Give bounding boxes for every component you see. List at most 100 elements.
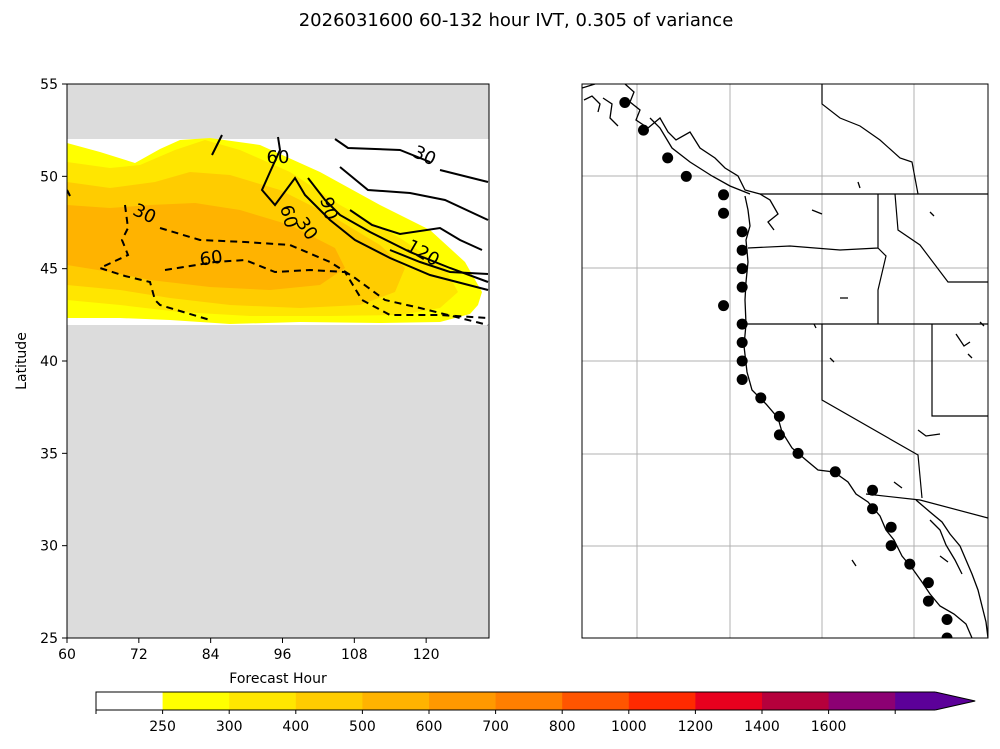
- positive-contours: [211, 134, 489, 291]
- colorbar-arrow-frame: [935, 691, 976, 711]
- x-tick-label: 72: [130, 647, 148, 663]
- station-point: [792, 447, 804, 459]
- station-point: [922, 595, 934, 607]
- contour-30: [334, 138, 489, 251]
- colorbar-segment: [162, 692, 230, 710]
- station-points: [619, 96, 953, 638]
- colorbar-tick-label: 400: [282, 719, 309, 735]
- colorbar: 250 300 400 500 600 700 800 1000 1200 1400 1600: [95, 691, 976, 735]
- contour-60: [211, 134, 489, 291]
- nv-az-border: [931, 324, 988, 417]
- idaho-border: [894, 193, 988, 283]
- y-tick-label: 25: [40, 631, 58, 647]
- baja-gulf: [915, 429, 988, 638]
- contour-neg30: [97, 204, 489, 326]
- y-axis-ticks: 25 30 35 40 45 50 55: [40, 77, 67, 647]
- colorbar-segment: [429, 692, 497, 710]
- colorbar-segment: [695, 692, 763, 710]
- negative-contours: [97, 204, 489, 326]
- station-point: [736, 263, 748, 275]
- colorbar-tick-label: 300: [216, 719, 243, 735]
- station-point: [736, 355, 748, 367]
- x-tick-label: 120: [413, 647, 440, 663]
- y-tick-label: 50: [40, 169, 58, 185]
- map-gridlines: [582, 84, 988, 638]
- station-point: [736, 244, 748, 256]
- y-tick-label: 45: [40, 262, 58, 278]
- station-point: [736, 226, 748, 238]
- colorbar-tick-label: 1400: [744, 719, 780, 735]
- contour-label-60-top: 60: [267, 147, 290, 168]
- colorbar-segment: [828, 692, 896, 710]
- us-mexico-border: [865, 493, 988, 519]
- alberta-bc-border: [821, 84, 919, 195]
- bc-coast: [582, 84, 779, 231]
- colorbar-tick-label: 1200: [678, 719, 714, 735]
- colorbar-tick-label: 250: [149, 719, 176, 735]
- ivt-band-500: [67, 203, 345, 290]
- colorbar-segment: [362, 692, 430, 710]
- contour-neg60: [164, 258, 489, 319]
- y-tick-label: 40: [40, 354, 58, 370]
- station-point: [718, 207, 730, 219]
- station-point: [637, 124, 649, 136]
- station-point: [736, 373, 748, 385]
- station-point: [736, 337, 748, 349]
- wa-or-border: [747, 194, 887, 324]
- station-point: [867, 503, 879, 515]
- station-point: [867, 484, 879, 496]
- colorbar-segment: [562, 692, 630, 710]
- y-axis-label: Latitude: [14, 332, 30, 390]
- colorbar-tick-label: 1600: [811, 719, 847, 735]
- station-point: [922, 577, 934, 589]
- station-point: [941, 632, 953, 638]
- ca-nv-border: [821, 324, 923, 499]
- station-point: [736, 281, 748, 293]
- station-point: [773, 429, 785, 441]
- station-point: [885, 521, 897, 533]
- left-panel: 60 30 60 90 30 120 30 60 60 72 84 96 108 120 …: [14, 77, 490, 687]
- colorbar-tick-label: 1000: [611, 719, 647, 735]
- colorbar-tick-label: 700: [482, 719, 509, 735]
- colorbar-tick-label: 800: [549, 719, 576, 735]
- contour-label-neg60: 60: [198, 247, 224, 271]
- y-tick-label: 35: [40, 446, 58, 462]
- filled-contours: 60 30 60 90 30 120 30 60: [67, 134, 489, 326]
- colorbar-tick-label: 600: [416, 719, 443, 735]
- x-axis-label: Forecast Hour: [229, 671, 327, 687]
- y-tick-label: 55: [40, 77, 58, 93]
- map-frame: [581, 83, 989, 639]
- station-point: [662, 152, 674, 164]
- colorbar-segment: [495, 692, 563, 710]
- colorbar-segment: [762, 692, 830, 710]
- x-tick-label: 108: [341, 647, 368, 663]
- x-axis-ticks: 60 72 84 96 108 120: [58, 638, 440, 663]
- station-point: [736, 318, 748, 330]
- colorbar-segment: [628, 692, 696, 710]
- colorbar-segment: [295, 692, 363, 710]
- borders: [746, 84, 988, 519]
- colorbar-frame: [95, 691, 936, 711]
- station-point: [885, 540, 897, 552]
- station-point: [773, 410, 785, 422]
- station-point: [829, 466, 841, 478]
- map-panel: [581, 83, 989, 639]
- station-point: [718, 300, 730, 312]
- contour-120: [389, 249, 489, 275]
- x-tick-label: 96: [274, 647, 292, 663]
- station-point: [680, 170, 692, 182]
- station-point: [904, 558, 916, 570]
- x-tick-label: 84: [202, 647, 220, 663]
- colorbar-tick-label: 500: [349, 719, 376, 735]
- colorbar-segment: [96, 692, 164, 710]
- station-point: [941, 614, 953, 626]
- colorbar-arrow: [895, 692, 976, 710]
- station-point: [755, 392, 767, 404]
- colorbar-segment: [229, 692, 297, 710]
- figure-title: 2026031600 60-132 hour IVT, 0.305 of var…: [299, 10, 734, 31]
- contour-90: [307, 177, 489, 283]
- station-point: [619, 96, 631, 108]
- x-tick-label: 60: [58, 647, 76, 663]
- station-point: [718, 189, 730, 201]
